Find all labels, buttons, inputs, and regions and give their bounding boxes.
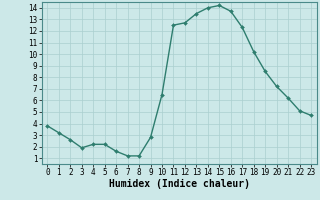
X-axis label: Humidex (Indice chaleur): Humidex (Indice chaleur) [109,179,250,189]
